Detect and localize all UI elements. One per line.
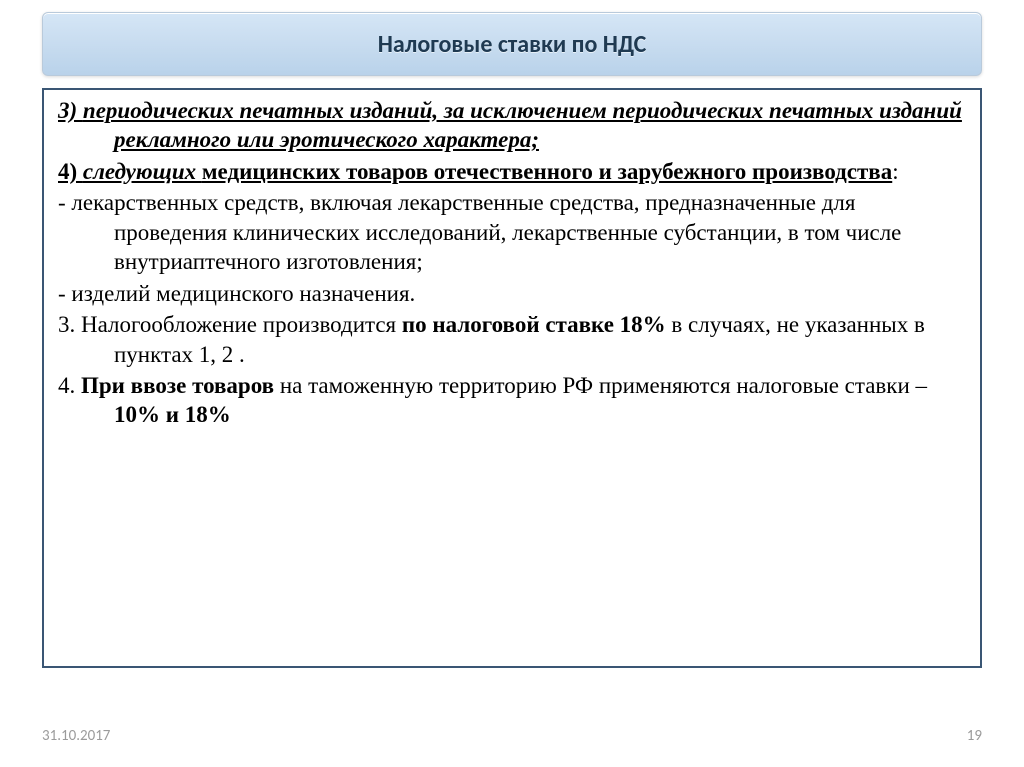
list-item-4: 4) следующих медицинских товаров отечест…	[58, 157, 966, 186]
slide: Налоговые ставки по НДС 3) периодических…	[0, 0, 1024, 767]
para4-c: на таможенную территорию РФ применяются …	[280, 373, 927, 398]
para4-d: 10% и 18%	[114, 402, 231, 427]
content-box: 3) периодических печатных изданий, за ис…	[42, 88, 982, 668]
item4-italic: следующих	[83, 159, 202, 184]
paragraph-3: 3. Налогообложение производится по налог…	[58, 310, 966, 369]
para3-b: по налоговой ставке 18%	[402, 312, 666, 337]
para3-a: 3. Налогообложение производится	[58, 312, 402, 337]
dash-item-2: - изделий медицинского назначения.	[58, 279, 966, 308]
footer-date: 31.10.2017	[42, 727, 110, 745]
item3-text: периодических печатных изданий, за исклю…	[83, 98, 962, 152]
footer: 31.10.2017 19	[42, 727, 982, 745]
footer-page: 19	[967, 727, 982, 745]
title-bar: Налоговые ставки по НДС	[42, 12, 982, 76]
paragraph-4: 4. При ввозе товаров на таможенную терри…	[58, 371, 966, 430]
list-item-3: 3) периодических печатных изданий, за ис…	[58, 96, 966, 155]
slide-title: Налоговые ставки по НДС	[378, 30, 647, 59]
item4-tail: :	[892, 159, 898, 184]
dash-item-1: - лекарственных средств, включая лекарст…	[58, 188, 966, 276]
item4-underline: медицинских товаров отечественного и зар…	[202, 159, 892, 184]
item4-lead: 4)	[58, 159, 83, 184]
para4-b: При ввозе товаров	[81, 373, 280, 398]
item3-lead: 3)	[58, 98, 83, 123]
para4-a: 4.	[58, 373, 81, 398]
